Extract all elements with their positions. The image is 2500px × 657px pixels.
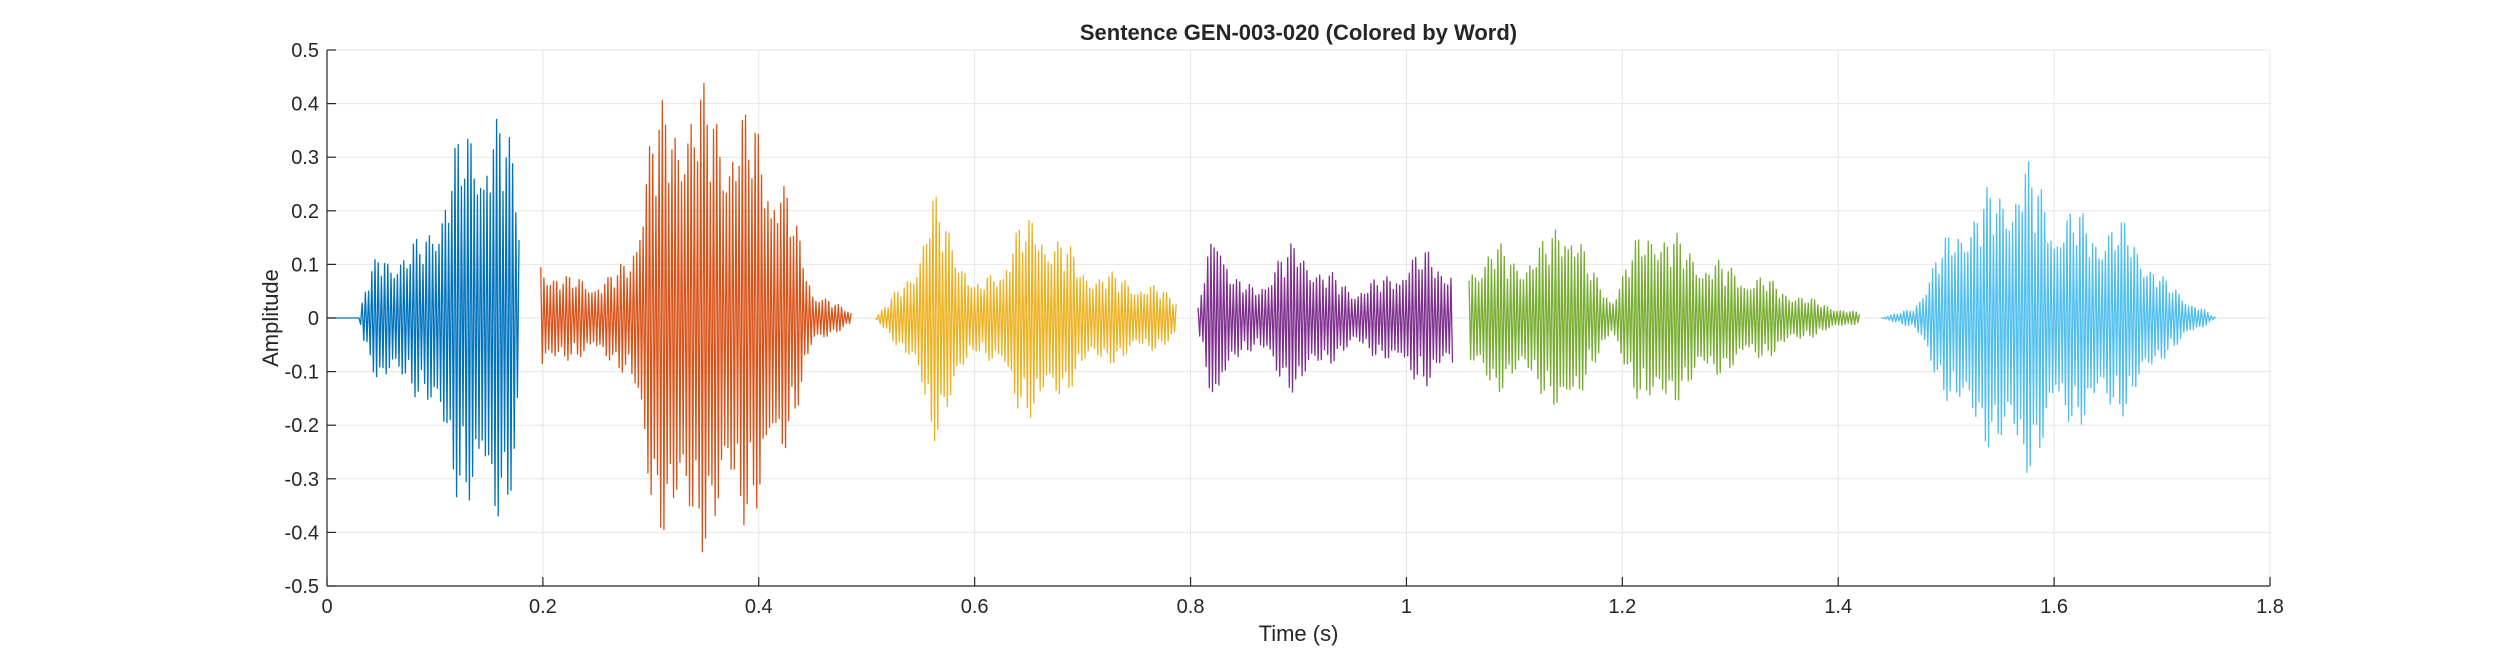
x-tick-label: 1.6	[2040, 596, 2068, 618]
x-tick-label: 1	[1401, 596, 1412, 618]
y-tick-label: -0.5	[285, 576, 319, 598]
series-line-5	[1468, 229, 1861, 405]
x-tick-label: 0.6	[961, 596, 989, 618]
y-tick-label: -0.1	[285, 362, 319, 384]
plot-area: 0 0.2 0.4 0.6 0.8 1 1.2 1.4 1.6 1.8 -0.5-0.4-0.3-…	[285, 40, 2284, 618]
x-tick-label: 0	[321, 596, 332, 618]
y-tick-label: 0.1	[291, 254, 319, 276]
series-line-4	[1197, 243, 1454, 393]
chart-title: Sentence GEN-003-020 (Colored by Word)	[1080, 20, 1517, 45]
series-line-6	[1881, 161, 2217, 473]
x-tick-label: 1.8	[2256, 596, 2284, 618]
y-tick-label: -0.2	[285, 415, 319, 437]
x-tick-label: 1.4	[1824, 596, 1852, 618]
y-ticks: -0.5 -0.4 -0.3 -0.2 -0.1 0 0.1 0.2 0.3 0.4 0.5	[285, 40, 336, 598]
series-group	[327, 82, 2217, 553]
x-tick-label: 0.2	[529, 596, 557, 618]
series-line-1	[327, 118, 520, 517]
y-tick-label: 0.2	[291, 201, 319, 223]
y-tick-label: -0.3	[285, 469, 319, 491]
y-tick-label: 0.3	[291, 147, 319, 169]
series-line-3	[874, 196, 1177, 442]
x-axis-label: Time (s)	[1259, 621, 1339, 646]
y-tick-label: 0.5	[291, 40, 319, 62]
x-ticks: 0 0.2 0.4 0.6 0.8 1 1.2 1.4 1.6 1.8	[321, 577, 2284, 618]
x-tick-label: 0.8	[1177, 596, 1205, 618]
y-axis-label: Amplitude	[258, 269, 283, 367]
y-tick-label: 0	[308, 308, 319, 330]
series-line-2	[540, 82, 852, 553]
y-tick-label: 0.4	[291, 94, 319, 116]
x-tick-label: 1.2	[1608, 596, 1636, 618]
y-tick-label: -0.4	[285, 522, 319, 544]
x-tick-label: 0.4	[745, 596, 773, 618]
